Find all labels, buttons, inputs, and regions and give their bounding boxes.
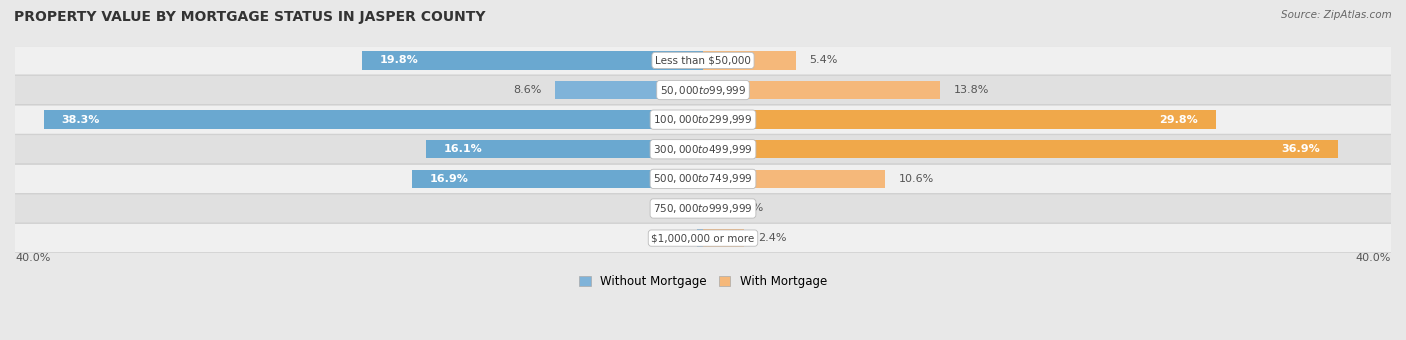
Bar [703,110,1216,129]
Text: 29.8%: 29.8% [1160,115,1198,125]
Text: $1,000,000 or more: $1,000,000 or more [651,233,755,243]
Text: 10.6%: 10.6% [898,174,935,184]
Bar [44,110,703,129]
FancyBboxPatch shape [14,224,1392,253]
Legend: Without Mortgage, With Mortgage: Without Mortgage, With Mortgage [574,270,832,293]
Bar [703,51,796,70]
Bar [703,229,744,247]
Text: 40.0%: 40.0% [1355,253,1391,263]
Text: $750,000 to $999,999: $750,000 to $999,999 [654,202,752,215]
Text: 5.4%: 5.4% [810,55,838,65]
FancyBboxPatch shape [14,164,1392,193]
Text: PROPERTY VALUE BY MORTGAGE STATUS IN JASPER COUNTY: PROPERTY VALUE BY MORTGAGE STATUS IN JAS… [14,10,485,24]
Text: 36.9%: 36.9% [1282,144,1320,154]
FancyBboxPatch shape [14,194,1392,223]
FancyBboxPatch shape [14,75,1392,104]
Text: 16.9%: 16.9% [429,174,468,184]
FancyBboxPatch shape [14,135,1392,164]
Bar [412,170,703,188]
Text: 13.8%: 13.8% [955,85,990,95]
Bar [426,140,703,158]
Text: 19.8%: 19.8% [380,55,419,65]
FancyBboxPatch shape [14,105,1392,134]
Bar [703,199,721,218]
Text: 40.0%: 40.0% [15,253,51,263]
Bar [555,81,703,99]
FancyBboxPatch shape [14,46,1392,75]
Text: Source: ZipAtlas.com: Source: ZipAtlas.com [1281,10,1392,20]
Text: Less than $50,000: Less than $50,000 [655,55,751,65]
Text: $50,000 to $99,999: $50,000 to $99,999 [659,84,747,97]
Bar [703,140,1337,158]
Text: 8.6%: 8.6% [513,85,541,95]
Bar [697,229,703,247]
Text: 38.3%: 38.3% [62,115,100,125]
Text: 0.35%: 0.35% [648,233,683,243]
Text: 2.4%: 2.4% [758,233,786,243]
Bar [703,170,886,188]
Text: $500,000 to $749,999: $500,000 to $749,999 [654,172,752,185]
Bar [703,81,941,99]
Text: 0.0%: 0.0% [661,203,689,214]
Bar [363,51,703,70]
Text: 1.1%: 1.1% [735,203,763,214]
Text: $100,000 to $299,999: $100,000 to $299,999 [654,113,752,126]
Text: 16.1%: 16.1% [443,144,482,154]
Text: $300,000 to $499,999: $300,000 to $499,999 [654,143,752,156]
